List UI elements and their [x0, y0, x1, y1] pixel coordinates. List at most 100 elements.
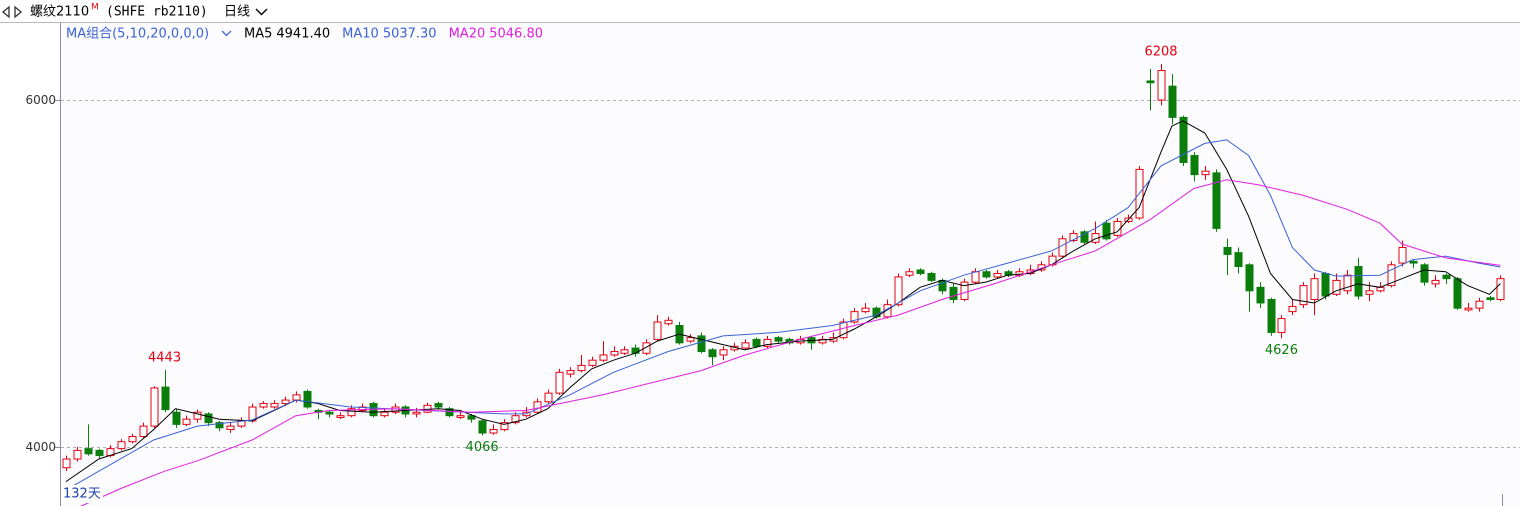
candle-body — [182, 418, 191, 425]
candle-body — [226, 425, 235, 431]
high-label: 4443 — [148, 351, 181, 366]
candle-body — [128, 435, 137, 443]
candle-body — [336, 415, 345, 418]
candle-body — [993, 272, 1002, 278]
candle-body — [1179, 116, 1188, 163]
link-icon[interactable] — [1, 5, 23, 19]
candle-body — [763, 338, 772, 347]
candle-body — [708, 349, 717, 358]
candle-body — [467, 415, 476, 420]
candle-body — [1376, 286, 1385, 292]
candle-body — [1332, 279, 1341, 295]
candle-body — [347, 408, 356, 417]
candle-body — [1310, 278, 1319, 300]
legend: MA组合(5,10,20,0,0,0) MA5 4941.40 MA10 5037.3… — [66, 27, 543, 42]
candle-body — [839, 321, 848, 339]
candle-body — [653, 321, 662, 340]
candle-body — [894, 276, 903, 306]
candle-body — [544, 392, 553, 403]
toolbar — [0, 0, 1520, 22]
candle-body — [1496, 278, 1505, 300]
candle-body — [1113, 220, 1122, 236]
period[interactable]: 日线 — [224, 5, 250, 20]
candle-body — [949, 286, 958, 300]
candle-body — [610, 351, 619, 356]
candle-body — [686, 337, 695, 342]
candle-body — [1245, 264, 1254, 292]
candle-body — [1431, 279, 1440, 285]
legend-value: 5046.80 — [489, 27, 543, 42]
candle-body — [752, 338, 761, 347]
candle-body — [478, 420, 487, 434]
candle-body — [741, 342, 750, 349]
candle-body — [95, 449, 104, 457]
candle-body — [818, 338, 827, 344]
days-box — [61, 485, 103, 503]
candle-body — [642, 342, 651, 354]
candle-body — [303, 390, 312, 408]
candle-body — [1409, 260, 1418, 264]
candle-body — [1475, 300, 1484, 309]
candle-body — [916, 269, 925, 274]
candle-body — [117, 441, 126, 450]
candle-body — [1201, 170, 1210, 176]
high-label: 6208 — [1144, 44, 1177, 59]
candle-body — [1256, 286, 1265, 304]
candle-body — [412, 411, 421, 415]
low-label: 4066 — [466, 440, 499, 455]
candle-body — [161, 386, 170, 411]
candle-body — [1464, 307, 1473, 311]
candle-body — [1102, 222, 1111, 240]
candle-body — [664, 319, 673, 325]
candle-body — [697, 335, 706, 353]
y-ticks: 4000 6000 — [25, 93, 1520, 454]
candle-body — [960, 281, 969, 300]
symbol: 螺纹2110 — [30, 5, 89, 20]
candle-body — [1267, 298, 1276, 333]
legend-name: MA20 — [449, 27, 486, 42]
low-label: 4626 — [1265, 343, 1298, 358]
candle-body — [204, 413, 213, 424]
badge: M — [91, 3, 99, 13]
candle-body — [172, 411, 181, 425]
days-label: 132天 — [63, 487, 101, 502]
candle-body — [971, 271, 980, 283]
legend-value: 4941.40 — [276, 27, 330, 42]
candle-body — [577, 364, 586, 372]
candle-body — [927, 272, 936, 281]
candle-body — [1486, 297, 1495, 300]
candle-body — [982, 271, 991, 278]
candle-body — [1442, 274, 1451, 280]
legend-title[interactable]: MA组合(5,10,20,0,0,0) — [66, 27, 209, 42]
candle-body — [1234, 252, 1243, 268]
candle-body — [1190, 155, 1199, 176]
candle-body — [588, 359, 597, 366]
candle-body — [325, 411, 334, 415]
candle-body — [1343, 274, 1352, 292]
candle-body — [193, 411, 202, 420]
candle-body — [270, 403, 279, 408]
candle-body — [1069, 233, 1078, 242]
candle-body — [434, 403, 443, 408]
candle-body — [150, 387, 159, 427]
candle-body — [1223, 246, 1232, 255]
candle-body — [1277, 318, 1286, 333]
legend-name: MA5 — [244, 27, 272, 42]
marks — [62, 63, 1505, 506]
legend-name: MA10 — [342, 27, 379, 42]
candle-body — [1168, 85, 1177, 118]
icon-part — [14, 5, 23, 19]
candle-body — [1398, 246, 1407, 264]
code: (SHFE rb2110) — [106, 5, 208, 20]
period-chevron[interactable] — [255, 8, 268, 16]
candle-body — [358, 406, 367, 411]
candle-body — [84, 448, 93, 455]
candle-body — [631, 347, 640, 354]
y-tick-label: 6000 — [25, 93, 56, 107]
candle-body — [500, 422, 509, 431]
candle-body — [599, 354, 608, 361]
candle-body — [73, 449, 82, 460]
candle-body — [719, 349, 728, 356]
